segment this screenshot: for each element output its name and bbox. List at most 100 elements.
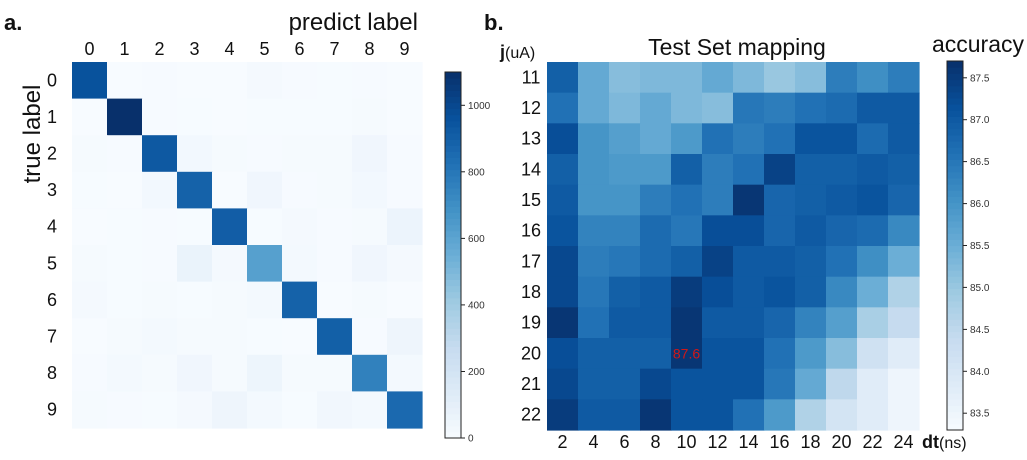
heatmap-cell-r1-c6: [282, 98, 318, 136]
heatmap-cell-r8-c3: [640, 307, 672, 339]
panel-a-colorbar-segment: [445, 84, 461, 91]
heatmap-cell-r9-c5: [247, 391, 283, 429]
heatmap-cell-r4-c1: [107, 208, 143, 246]
panel-b-colorbar-tick-label: 86.5: [970, 157, 990, 168]
panel-a-colorbar-segment: [445, 261, 461, 268]
heatmap-cell-r7-c1: [107, 318, 143, 356]
heatmap-cell-r2-c5: [702, 123, 734, 155]
heatmap-cell-r2-c4: [671, 123, 703, 155]
heatmap-cell-r0-c9: [387, 62, 423, 100]
heatmap-cell-r1-c1: [578, 92, 610, 124]
heatmap-cell-r11-c7: [764, 399, 796, 431]
heatmap-cell-r9-c0: [547, 338, 579, 370]
panel-a-y-tick: 7: [47, 327, 57, 347]
heatmap-cell-r0-c5: [247, 62, 283, 100]
panel-b-x-tick: 12: [707, 432, 727, 452]
panel-b-colorbar-segment: [947, 319, 963, 327]
heatmap-cell-r6-c0: [72, 281, 108, 319]
heatmap-cell-r7-c9: [826, 276, 858, 308]
panel-b-max-annotation: 87.6: [673, 345, 700, 361]
heatmap-cell-r1-c0: [72, 98, 108, 136]
panel-b-colorbar: 83.5 84.0 84.5 85.0 85.5 86.0 86.5 87.0 87.5: [946, 60, 990, 431]
panel-a-colorbar-segment: [445, 96, 461, 104]
panel-b-colorbar-segment: [947, 263, 963, 271]
panel-a-y-tick: 9: [47, 400, 57, 420]
panel-a-colorbar-segment: [445, 267, 461, 274]
heatmap-cell-r7-c4: [671, 276, 703, 308]
panel-b-colorbar-segment: [947, 110, 963, 117]
panel-b-colorbar-segment: [947, 177, 963, 185]
heatmap-cell-r7-c6: [733, 276, 765, 308]
panel-b-colorbar-segment: [947, 227, 963, 234]
heatmap-cell-r2-c8: [352, 135, 388, 173]
panel-b-colorbar-segment: [947, 220, 963, 228]
heatmap-cell-r6-c5: [247, 281, 283, 319]
heatmap-cell-r4-c11: [888, 184, 920, 216]
heatmap-cell-r2-c1: [107, 135, 143, 173]
heatmap-cell-r4-c3: [177, 208, 213, 246]
panel-a-colorbar-segment: [445, 377, 461, 384]
heatmap-cell-r11-c6: [733, 399, 765, 431]
panel-b-colorbar-segment: [947, 257, 963, 265]
panel-a-y-tick: 5: [47, 253, 57, 273]
panel-b-colorbar-segment: [947, 97, 963, 105]
panel-b-y-tick: 17: [521, 251, 541, 271]
panel-a-colorbar-segment: [445, 334, 461, 341]
panel-a-colorbar-segment: [445, 78, 461, 85]
panel-b-colorbar-segment: [947, 233, 963, 240]
panel-a-colorbar-segment: [445, 303, 461, 311]
heatmap-cell-r0-c11: [888, 62, 920, 94]
heatmap-cell-r6-c2: [142, 281, 178, 319]
panel-b-colorbar-tick-label: 84.5: [970, 325, 990, 336]
heatmap-cell-r0-c5: [702, 62, 734, 94]
panel-b-x-tick: 22: [862, 432, 882, 452]
panel-b-colorbar-segment: [947, 313, 963, 320]
heatmap-cell-r4-c3: [640, 184, 672, 216]
heatmap-cell-r3-c4: [212, 171, 248, 209]
heatmap-cell-r7-c2: [609, 276, 641, 308]
heatmap-cell-r0-c9: [826, 62, 858, 94]
heatmap-cell-r2-c9: [387, 135, 423, 173]
panel-b-colorbar-segment: [947, 276, 963, 283]
panel-a-x-tick: 0: [84, 39, 94, 59]
panel-b-colorbar-segment: [947, 116, 963, 124]
heatmap-cell-r6-c1: [578, 246, 610, 278]
panel-b-label: b.: [484, 10, 504, 35]
heatmap-cell-r8-c3: [177, 354, 213, 392]
panel-a-colorbar-segment: [445, 200, 461, 207]
heatmap-cell-r5-c11: [888, 215, 920, 247]
panel-a-colorbar-segment: [445, 395, 461, 402]
panel-b-y-tick: 14: [521, 159, 541, 179]
heatmap-cell-r2-c2: [609, 123, 641, 155]
panel-a-colorbar-segment: [445, 114, 461, 122]
panel-a-x-ticks: 0 1 2 3 4 5 6 7 8 9: [84, 39, 409, 59]
heatmap-cell-r11-c2: [609, 399, 641, 431]
heatmap-cell-r3-c4: [671, 154, 703, 186]
panel-b-heatmap: [547, 62, 920, 431]
heatmap-cell-r0-c1: [578, 62, 610, 94]
panel-a-colorbar-segment: [445, 340, 461, 348]
panel-b-colorbar-segment: [947, 368, 963, 376]
heatmap-cell-r7-c4: [212, 318, 248, 356]
panel-a-x-tick: 5: [259, 39, 269, 59]
heatmap-cell-r3-c2: [609, 154, 641, 186]
heatmap-cell-r7-c0: [547, 276, 579, 308]
panel-b-colorbar-segment: [947, 288, 963, 296]
panel-a-colorbar-segment: [445, 297, 461, 305]
panel-a-colorbar-segment: [445, 352, 461, 360]
panel-a-colorbar-segment: [445, 346, 461, 354]
heatmap-cell-r3-c1: [107, 171, 143, 209]
heatmap-cell-r6-c1: [107, 281, 143, 319]
panel-a-y-tick: 1: [47, 107, 57, 127]
heatmap-cell-r9-c5: [702, 338, 734, 370]
heatmap-cell-r1-c11: [888, 92, 920, 124]
heatmap-cell-r1-c6: [733, 92, 765, 124]
heatmap-cell-r1-c0: [547, 92, 579, 124]
heatmap-cell-r8-c5: [247, 354, 283, 392]
panel-b-y-tick: 15: [521, 190, 541, 210]
panel-b-xlabel-var: dt: [922, 432, 939, 452]
panel-a-colorbar-tick-label: 0: [468, 434, 474, 445]
panel-b-colorbar-segment: [947, 386, 963, 394]
heatmap-cell-r2-c5: [247, 135, 283, 173]
heatmap-cell-r11-c8: [795, 399, 827, 431]
